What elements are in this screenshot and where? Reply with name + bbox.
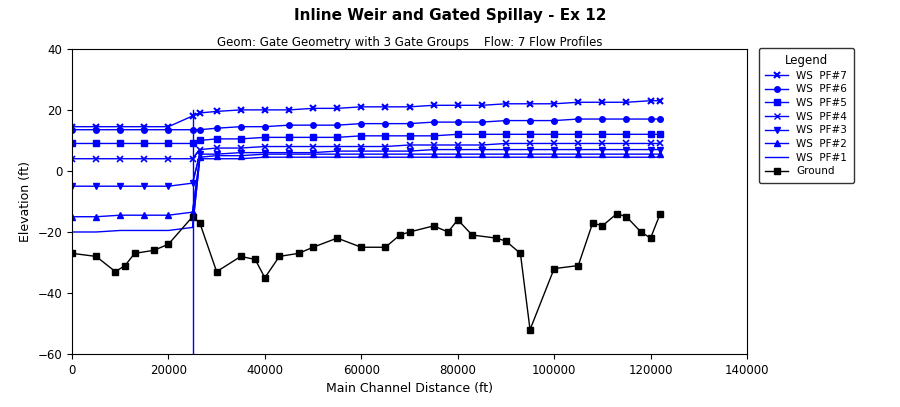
Title: Geom: Gate Geometry with 3 Gate Groups    Flow: 7 Flow Profiles: Geom: Gate Geometry with 3 Gate Groups F…: [217, 36, 602, 49]
Legend: WS  PF#7, WS  PF#6, WS  PF#5, WS  PF#4, WS  PF#3, WS  PF#2, WS  PF#1, Ground: WS PF#7, WS PF#6, WS PF#5, WS PF#4, WS P…: [759, 48, 853, 183]
Text: Inline Weir and Gated Spillay - Ex 12: Inline Weir and Gated Spillay - Ex 12: [293, 8, 607, 23]
X-axis label: Main Channel Distance (ft): Main Channel Distance (ft): [326, 382, 493, 395]
Y-axis label: Elevation (ft): Elevation (ft): [19, 161, 32, 242]
